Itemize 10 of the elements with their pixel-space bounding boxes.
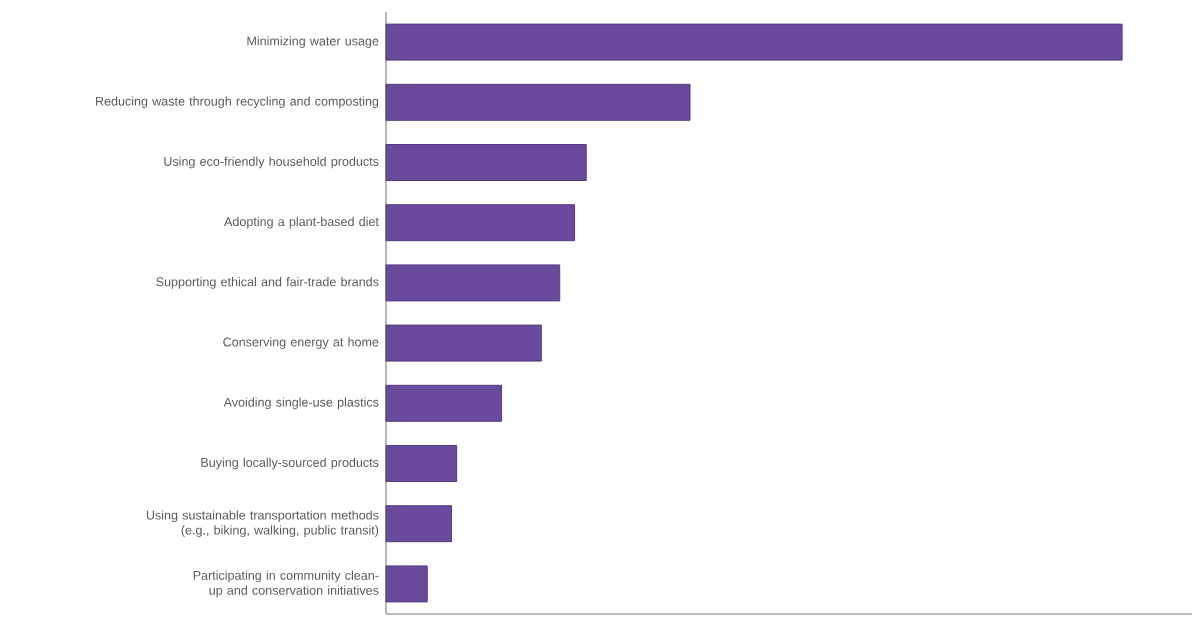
bar — [385, 445, 458, 483]
bar — [385, 384, 503, 422]
bar — [385, 324, 542, 362]
bar — [385, 565, 428, 603]
bar — [385, 23, 1123, 61]
bar — [385, 505, 453, 543]
bar — [385, 144, 587, 182]
bar — [385, 83, 691, 121]
bar — [385, 264, 561, 302]
bar — [385, 204, 575, 242]
